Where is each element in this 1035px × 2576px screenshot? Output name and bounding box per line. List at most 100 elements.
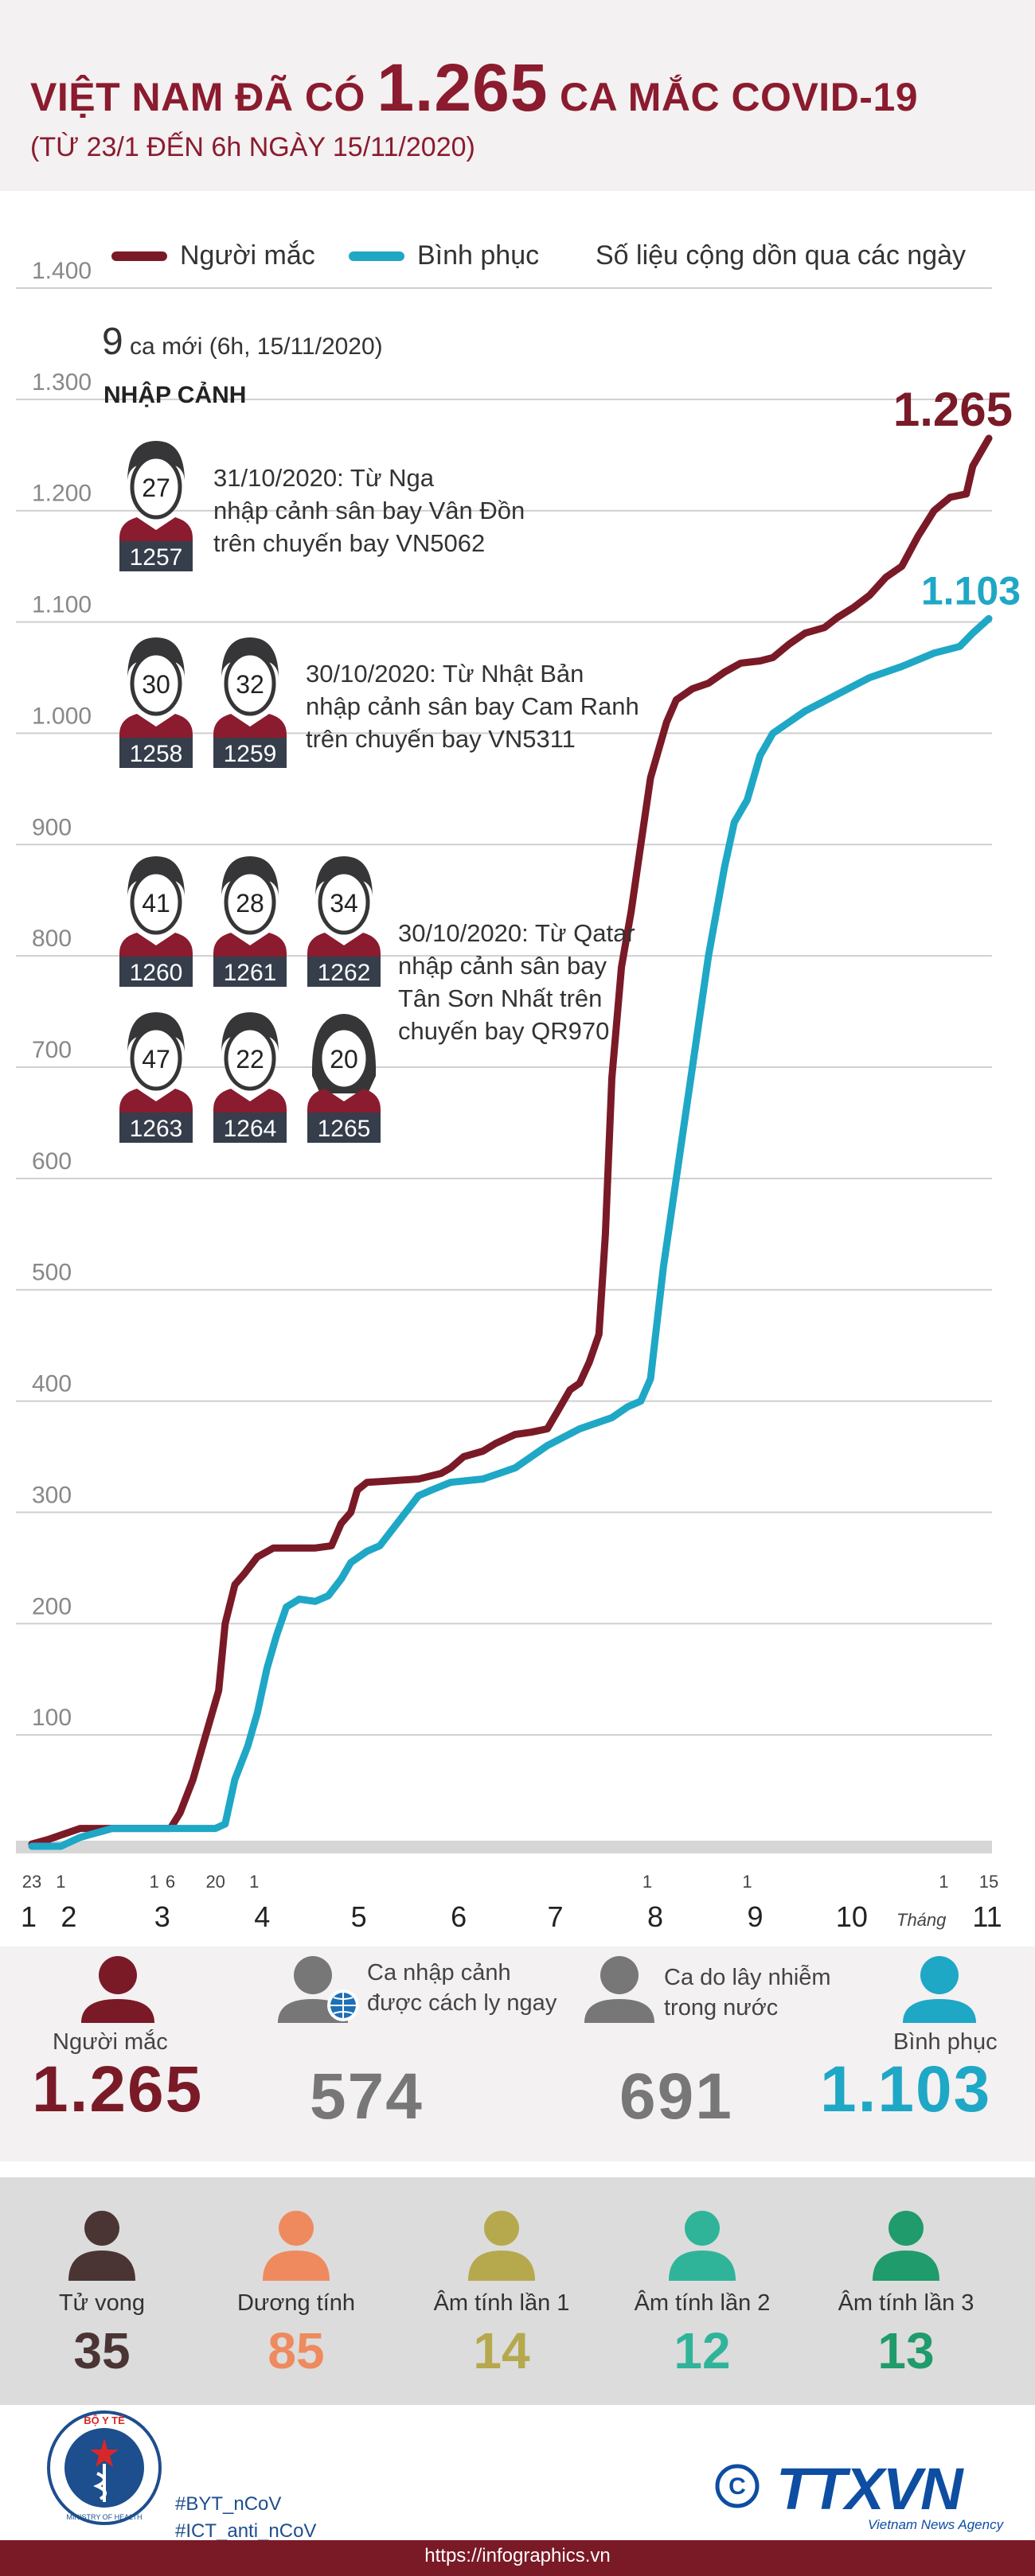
legend-item-infected: Người mắc	[111, 240, 315, 271]
y-tick-label: 900	[32, 814, 72, 840]
case-group-1-text: 31/10/2020: Từ Nga nhập cảnh sân bay Vân…	[213, 464, 525, 557]
ministry-top-text: BỘ Y TẾ	[84, 2414, 125, 2426]
patient-icon: 30 1258	[119, 633, 193, 768]
person-icon	[263, 2211, 330, 2281]
female-patient-icon: 20 1265	[307, 1014, 381, 1143]
patient-id: 1259	[224, 741, 277, 767]
patient-id: 1261	[224, 960, 277, 986]
stat-recovered-label: Bình phục	[893, 2029, 998, 2055]
day-tick-label: 23	[22, 1872, 41, 1892]
stat-recovered: Bình phục 1.103	[820, 1954, 1027, 2127]
y-tick-label: 800	[32, 926, 72, 952]
title-number: 1.265	[377, 50, 549, 125]
end-label-infected: 1.265	[893, 383, 1013, 436]
ministry-logo: BỘ Y TẾ MINISTRY OF HEALTH	[47, 2410, 162, 2525]
copyright-icon: C	[715, 2464, 760, 2508]
male-patient-icon: 32 1259	[213, 637, 287, 768]
month-label: 4	[254, 1900, 271, 1933]
sub-stat: Âm tính lần 1 14	[414, 2209, 589, 2380]
y-tick-label: 1.300	[32, 369, 92, 396]
svg-text:C: C	[728, 2473, 746, 2500]
month-label: 7	[547, 1900, 564, 1933]
patient-id: 1260	[130, 960, 183, 986]
day-tick-label: 6	[166, 1872, 175, 1892]
sub-stat-label: Âm tính lần 1	[433, 2290, 570, 2316]
patient-icon: 32 1259	[213, 633, 287, 768]
month-axis-label: Tháng	[896, 1910, 947, 1930]
day-tick-label: 20	[205, 1872, 225, 1892]
ministry-bottom-text: MINISTRY OF HEALTH	[66, 2513, 142, 2521]
patient-age: 22	[236, 1045, 264, 1074]
patient-age: 20	[330, 1045, 358, 1074]
patient-age: 47	[142, 1045, 170, 1074]
new-cases-note: 9 ca mới (6h, 15/11/2020)	[102, 320, 383, 364]
patient-age: 30	[142, 670, 170, 699]
male-patient-icon: 28 1261	[213, 856, 287, 987]
day-tick-label: 15	[979, 1872, 998, 1892]
legend-item-recovered: Bình phục	[349, 240, 539, 271]
y-tick-label: 400	[32, 1371, 72, 1397]
patient-id: 1258	[130, 741, 183, 767]
new-cases-number: 9	[102, 321, 123, 363]
y-tick-label: 600	[32, 1148, 72, 1175]
sub-stat: Tử vong 35	[14, 2209, 189, 2380]
page-subtitle: (TỪ 23/1 ĐẾN 6h NGÀY 15/11/2020)	[30, 132, 475, 162]
month-label: 6	[451, 1900, 467, 1933]
patient-icon: 20 1265	[307, 1007, 381, 1143]
person-globe-icon	[278, 1956, 359, 2023]
detail-stats: Tử vong 35 Dương tính 85 Âm tính lần 1 14 Âm t…	[0, 2177, 1035, 2405]
sub-stat-label: Âm tính lần 2	[634, 2290, 771, 2316]
y-tick-label: 1.100	[32, 592, 92, 618]
series-line-recovered	[28, 614, 993, 1850]
stat-imported-value: 574	[310, 2060, 424, 2133]
sub-stat: Dương tính 85	[209, 2209, 384, 2380]
male-patient-icon: 47 1263	[119, 1012, 193, 1143]
footer-hashtags: #BYT_nCoV #ICT_anti_nCoV	[175, 2491, 316, 2545]
title-post: CA MẮC COVID-19	[559, 75, 919, 119]
day-tick-label: 1	[642, 1872, 652, 1892]
patient-id: 1263	[130, 1116, 183, 1142]
case-group-3-text: 30/10/2020: Từ Qatar nhập cảnh sân bay T…	[398, 919, 635, 1045]
y-tick-label: 300	[32, 1482, 72, 1508]
stat-infected-label: Người mắc	[53, 2029, 168, 2055]
male-patient-icon: 30 1258	[119, 637, 193, 768]
patient-id: 1265	[318, 1116, 371, 1142]
person-icon	[584, 1956, 654, 2023]
y-tick-label: 100	[32, 1705, 72, 1731]
person-icon	[468, 2211, 535, 2281]
stat-domestic-label: Ca do lây nhiễm trong nước	[664, 1965, 831, 2021]
import-label: NHẬP CẢNH	[104, 382, 247, 408]
y-tick-label: 1.400	[32, 258, 92, 284]
person-icon	[669, 2211, 736, 2281]
sub-stat-label: Âm tính lần 3	[838, 2290, 974, 2316]
day-tick-label: 1	[249, 1872, 259, 1892]
sub-stat-label: Tử vong	[58, 2290, 146, 2316]
patient-age: 34	[330, 889, 358, 918]
month-label: 8	[646, 1900, 664, 1933]
stat-infected: Người mắc 1.265	[32, 1954, 239, 2127]
sub-stat-value: 12	[674, 2322, 731, 2379]
male-patient-icon: 34 1262	[307, 856, 381, 987]
patient-age: 27	[142, 474, 170, 502]
y-tick-label: 700	[32, 1037, 72, 1063]
day-tick-label: 1	[56, 1872, 65, 1892]
male-patient-icon: 22 1264	[213, 1012, 287, 1143]
patient-age: 28	[236, 889, 264, 918]
case-group-2-text: 30/10/2020: Từ Nhật Bản nhập cảnh sân ba…	[306, 660, 639, 753]
stat-domestic-value: 691	[619, 2060, 733, 2133]
month-label: 5	[350, 1900, 367, 1933]
chart-end-labels: 1.265 1.103	[893, 383, 1021, 614]
day-tick-label: 1	[150, 1872, 159, 1892]
chart-baseline-band	[16, 1841, 992, 1853]
footer-url[interactable]: https://infographics.vn	[424, 2545, 611, 2566]
sub-stat-value: 85	[268, 2322, 325, 2379]
person-icon	[81, 1956, 154, 2023]
sub-stat: Âm tính lần 2 12	[615, 2209, 790, 2380]
y-tick-label: 500	[32, 1260, 72, 1286]
patient-id: 1264	[224, 1116, 277, 1142]
month-label: 3	[154, 1900, 170, 1933]
header: VIỆT NAM ĐÃ CÓ 1.265 CA MẮC COVID-19 (TỪ…	[0, 0, 1035, 191]
month-label: 2	[61, 1900, 77, 1933]
end-label-recovered: 1.103	[921, 568, 1021, 613]
title-pre: VIỆT NAM ĐÃ CÓ	[30, 75, 365, 119]
